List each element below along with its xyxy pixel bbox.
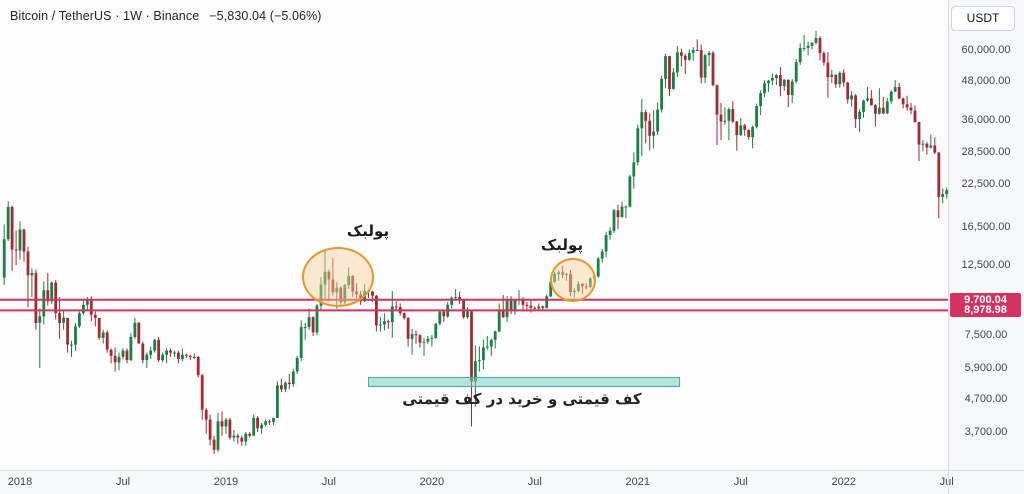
candlestick-series <box>0 30 949 454</box>
accumulation-zone-drawing[interactable] <box>368 377 680 387</box>
pullback-text-drawing[interactable]: پولبک <box>540 236 584 254</box>
chart-pane[interactable] <box>0 0 949 470</box>
x-axis-label: 2020 <box>419 476 445 488</box>
x-axis-label: Jul <box>115 476 131 488</box>
chart-legend: Bitcoin / TetherUS · 1W · Binance −5,830.… <box>10 9 322 23</box>
pullback-circle-drawing[interactable] <box>302 247 374 307</box>
symbol-title[interactable]: Bitcoin / TetherUS · 1W · Binance <box>10 9 200 23</box>
x-axis-label: Jul <box>527 476 542 488</box>
x-axis-label: Jul <box>733 476 748 488</box>
price-change-value: −5,830.04 (−5.06%) <box>209 9 322 23</box>
x-axis-label: 2019 <box>213 476 239 488</box>
pullback-circle-drawing[interactable] <box>550 258 596 302</box>
x-axis-label: 2022 <box>831 476 856 488</box>
x-axis-label: 2021 <box>625 476 651 488</box>
x-axis-label: Jul <box>321 476 336 488</box>
axis-corner-divider <box>948 470 949 494</box>
currency-toggle-button[interactable]: USDT <box>951 6 1015 31</box>
pullback-text-drawing[interactable]: پولبک <box>346 222 390 240</box>
price-axis[interactable] <box>948 0 1024 470</box>
x-axis-label: Jul <box>939 476 954 488</box>
accumulation-zone-text[interactable]: کف قیمتی و خرید در کف قیمتی <box>402 390 642 408</box>
x-axis-label: 2018 <box>7 476 33 488</box>
time-axis[interactable]: 2018 Jul 2019 Jul 2020 Jul 2021 Jul 2022 Jul <box>0 470 1024 494</box>
